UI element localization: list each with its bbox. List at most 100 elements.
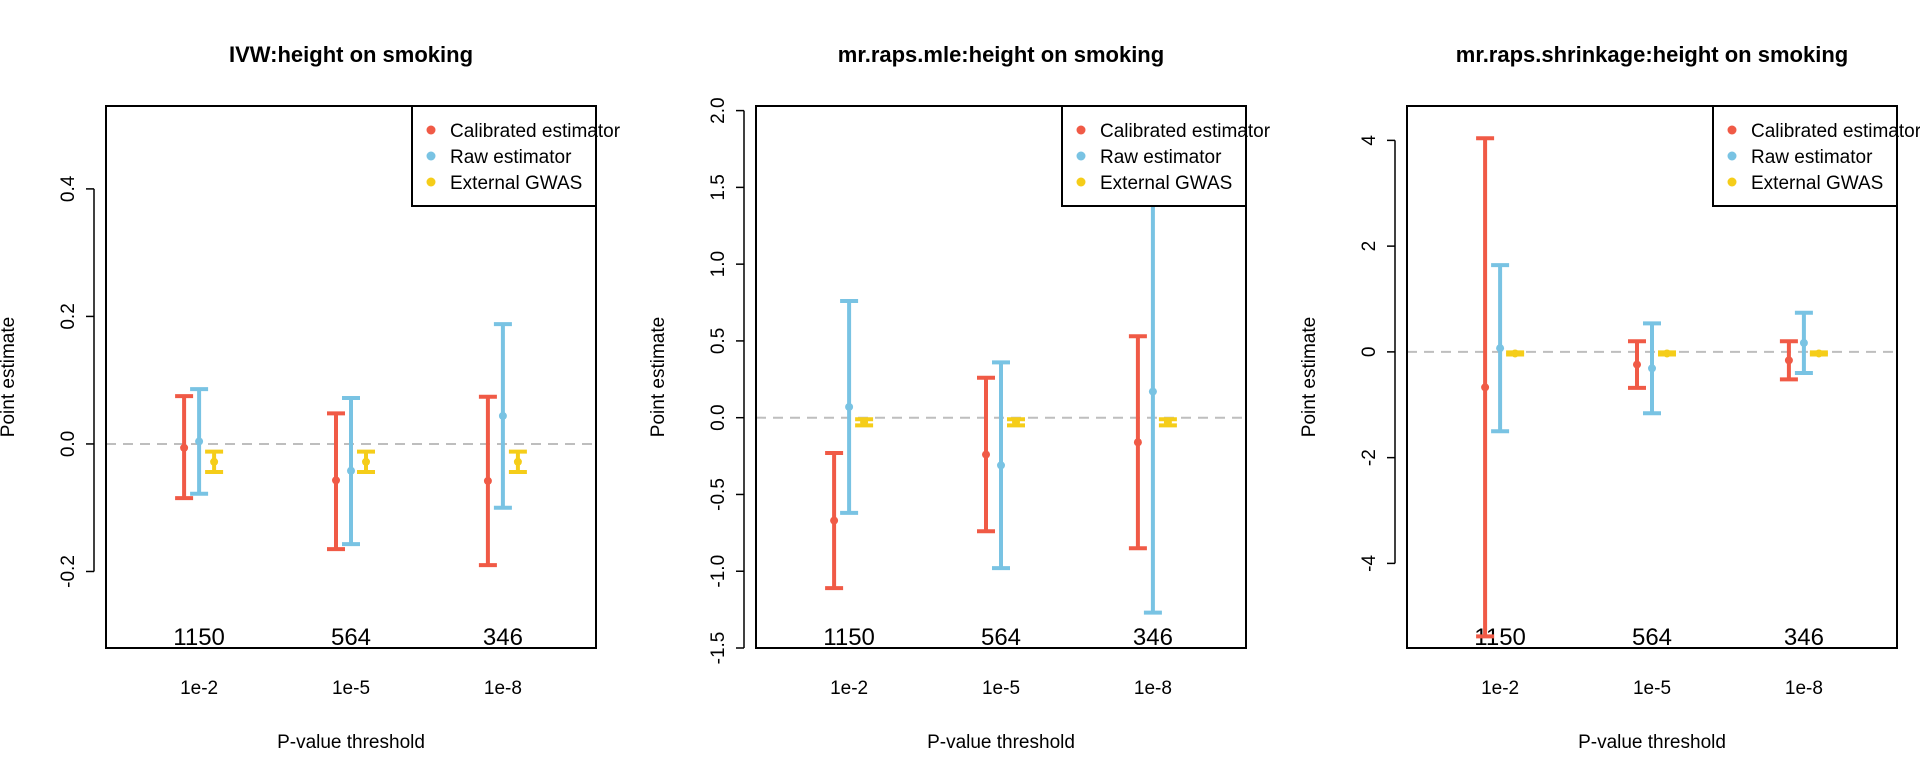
x-tick-label: 1e-5 [982,678,1020,699]
legend: Calibrated estimator Raw estimator Externa… [1061,105,1271,207]
x-axis-label: P-value threshold [927,732,1075,753]
legend-label-external: External GWAS [450,173,582,194]
y-axis: -0.2 0.0 0.2 0.4 [58,175,95,588]
legend-label-calibrated: Calibrated estimator [1100,121,1271,142]
legend-label-raw: Raw estimator [1100,147,1222,168]
x-axis-label: P-value threshold [277,732,425,753]
x-tick-label: 1e-2 [830,678,868,699]
series-calibrated [1476,136,1798,639]
x-tick-label: 1e-2 [180,678,218,699]
y-tick-label: 4 [1359,135,1380,146]
series-external [1506,349,1828,358]
y-axis-label: Point estimate [0,317,19,437]
x-tick-label: 1e-5 [332,678,370,699]
snp-count-label: 564 [1632,624,1672,651]
point-estimate-calibrated [483,476,492,485]
y-tick-label: 0.2 [58,303,79,329]
point-estimate-calibrated [982,450,990,459]
point-estimate-raw [997,461,1005,470]
y-tick-label: 0.0 [708,404,729,430]
legend-box [1061,105,1247,207]
point-estimate-raw [347,466,355,475]
point-estimate-external [513,457,522,466]
point-estimate-external [860,418,869,427]
y-axis-label: Point estimate [1299,317,1320,437]
y-tick-label: -1.0 [708,555,729,588]
point-estimate-raw [1148,387,1157,396]
point-estimate-external [1012,418,1020,427]
legend-marker-calibrated [1727,125,1737,135]
y-tick-label: -0.5 [708,478,729,511]
y-tick-label: 2.0 [708,97,729,123]
legend-marker-raw [1727,151,1737,161]
snp-count-label: 564 [331,624,371,651]
y-tick-label: 0 [1359,347,1380,358]
series-calibrated [825,334,1147,591]
chart-title: IVW:height on smoking [229,42,473,67]
legend-label-calibrated: Calibrated estimator [450,121,621,142]
snp-count-label: 1150 [823,624,875,651]
y-axis: -1.5 -1.0 -0.5 0.0 0.5 1.0 1.5 2.0 [708,97,745,665]
y-axis: -4 -2 0 2 4 [1359,135,1396,572]
point-estimate-calibrated [1633,360,1641,369]
snp-count-label: 346 [1784,624,1824,651]
point-estimate-calibrated [1481,383,1490,392]
y-tick-label: -0.2 [58,555,79,588]
legend-marker-external [1076,177,1086,187]
y-axis-label: Point estimate [648,317,669,437]
legend-label-raw: Raw estimator [450,147,572,168]
x-tick-label: 1e-8 [484,678,522,699]
point-estimate-external [1814,349,1823,358]
series-raw [1491,263,1813,434]
y-tick-label: 0.4 [58,175,79,202]
point-estimate-raw [1496,344,1505,353]
legend-box [411,105,597,207]
legend-label-raw: Raw estimator [1751,147,1873,168]
legend-marker-external [1727,177,1737,187]
legend-label-calibrated: Calibrated estimator [1751,121,1920,142]
y-tick-label: -4 [1359,555,1380,572]
point-estimate-external [1663,349,1671,358]
y-tick-label: -1.5 [708,632,729,665]
legend-label-external: External GWAS [1751,173,1883,194]
point-estimate-raw [195,437,204,446]
series-external [855,417,1177,428]
chart-panel-2: mr.raps.mle:height on smoking -1.5 -1.0 -0.… [648,42,1271,753]
point-estimate-calibrated [830,516,839,525]
y-tick-label: 2 [1359,241,1380,252]
legend-label-external: External GWAS [1100,173,1232,194]
plot-frame [755,105,1247,649]
series-raw [840,166,1162,615]
snp-count-label: 564 [981,624,1021,651]
point-estimate-raw [1648,364,1656,373]
x-tick-label: 1e-2 [1481,678,1519,699]
point-estimate-calibrated [1784,356,1793,365]
plot-frame [1406,105,1898,649]
y-tick-label: 1.0 [708,251,729,277]
point-estimate-calibrated [180,443,189,452]
chart-panel-3: mr.raps.shrinkage:height on smoking -4 -2 0… [1299,42,1920,753]
point-estimate-calibrated [1133,438,1142,447]
legend-marker-calibrated [1076,125,1086,135]
point-estimate-external [1511,349,1520,358]
point-estimate-external [1163,418,1172,427]
x-tick-label: 1e-5 [1633,678,1671,699]
y-tick-label: 0.5 [708,328,729,354]
series-calibrated [175,394,497,568]
y-tick-label: 1.5 [708,174,729,200]
plot-frame [105,105,597,649]
y-tick-label: 0.0 [58,431,79,457]
chart-panel-1: IVW:height on smoking -0.2 0.0 0.2 0.4 Point … [0,42,621,753]
x-tick-label: 1e-8 [1785,678,1823,699]
legend-marker-raw [426,151,436,161]
x-tick-label: 1e-8 [1134,678,1172,699]
point-estimate-raw [498,411,507,420]
point-estimate-external [362,457,370,466]
point-estimate-calibrated [332,476,340,485]
chart-title: mr.raps.shrinkage:height on smoking [1456,42,1848,67]
series-external [205,449,527,475]
legend: Calibrated estimator Raw estimator Externa… [1712,105,1920,207]
point-estimate-raw [1799,338,1808,347]
series-raw [190,322,512,547]
